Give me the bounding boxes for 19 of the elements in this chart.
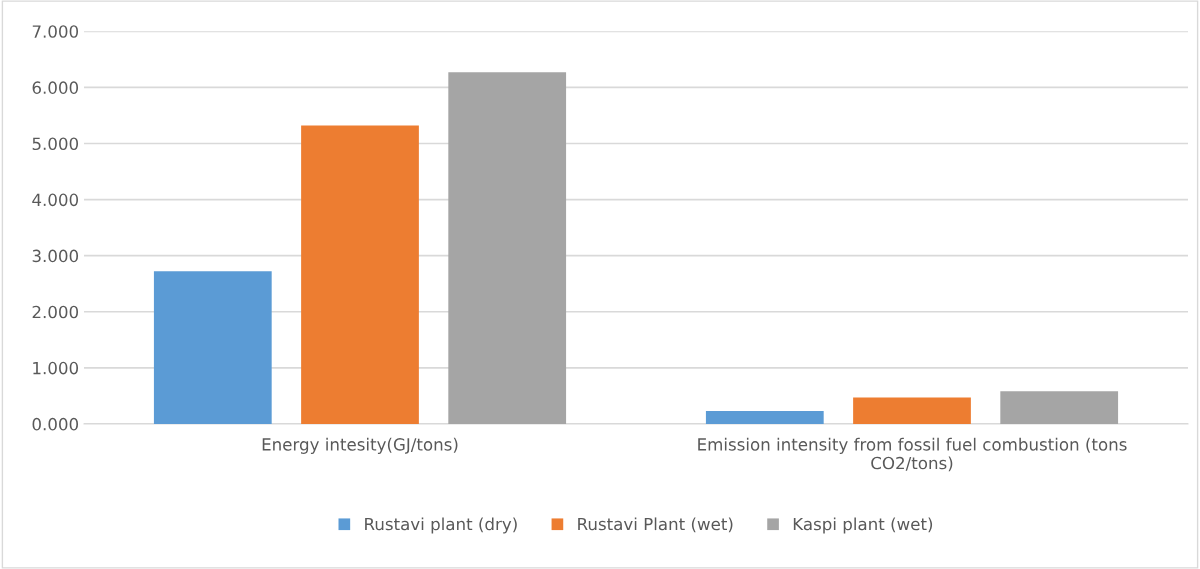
y-tick-label: 1.000 <box>33 361 79 375</box>
bar <box>301 125 419 424</box>
bar <box>1000 391 1119 424</box>
y-tick-label: 2.000 <box>32 305 79 319</box>
y-tick-label: 3.000 <box>32 249 79 263</box>
legend-label: Rustavi Plant (wet) <box>578 517 733 533</box>
bar <box>853 397 971 424</box>
y-tick-label: 4.000 <box>32 193 79 207</box>
y-tick-label: 5.000 <box>32 137 79 151</box>
legend-label: Kaspi plant (wet) <box>793 517 933 534</box>
legend-label: Rustavi plant (dry) <box>365 517 517 534</box>
y-tick-label: 6.000 <box>32 81 79 94</box>
bar <box>448 72 567 424</box>
x-tick-label: Emission intensity from fossil fuel combustion (tons CO2/tons) <box>698 437 1127 472</box>
y-tick-label: 0.000 <box>32 417 79 431</box>
x-tick-label: Energy intesity(GJ/tons) <box>262 437 458 454</box>
y-tick-label: 7.000 <box>32 25 79 38</box>
bar <box>705 411 824 424</box>
bar <box>153 271 272 424</box>
